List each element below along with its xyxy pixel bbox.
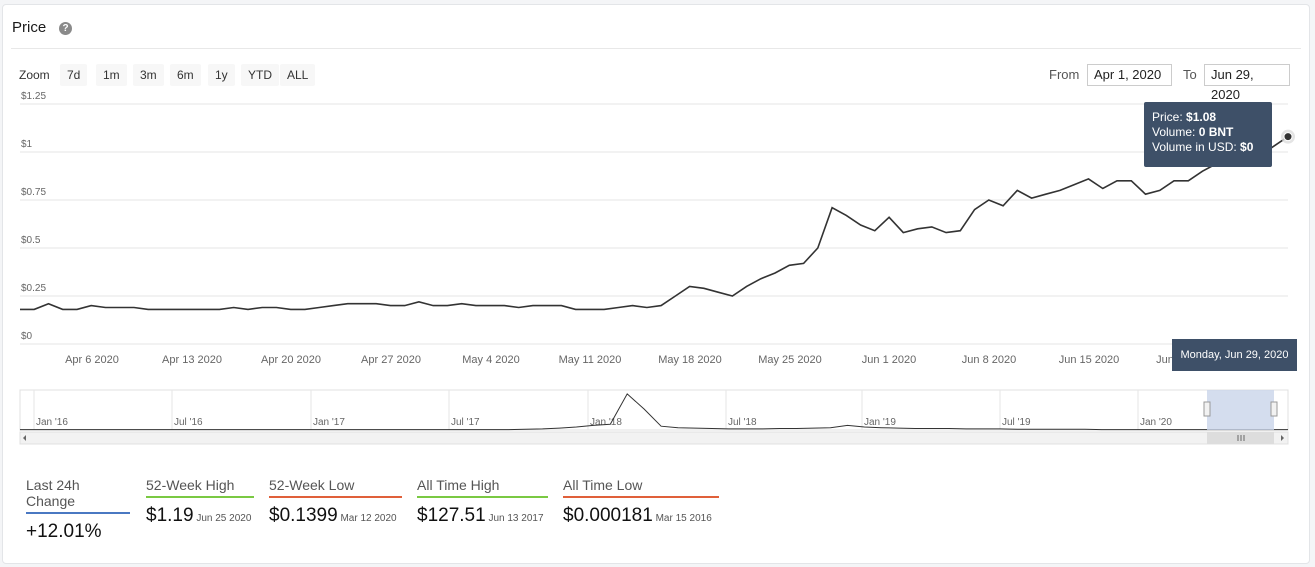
x-tick-label: May 18 2020 <box>658 354 722 366</box>
tooltip-usd: $0 <box>1240 140 1254 154</box>
stat-value: $0.000181 Mar 15 2016 <box>563 505 712 526</box>
stat-date: Jun 25 2020 <box>193 513 252 524</box>
from-label: From <box>1049 67 1080 82</box>
x-tick-label: Jun 1 2020 <box>862 354 916 366</box>
crosshair-date-label: Monday, Jun 29, 2020 <box>1172 339 1297 371</box>
from-date-input[interactable]: Apr 1, 2020 <box>1087 64 1172 86</box>
zoom-label: Zoom <box>19 68 50 82</box>
help-icon[interactable]: ? <box>59 22 72 35</box>
stat-value: $0.1399 Mar 12 2020 <box>269 505 397 526</box>
zoom-button-6m[interactable]: 6m <box>170 64 201 86</box>
stat-label: 52-Week High <box>146 477 254 498</box>
zoom-button-ytd[interactable]: YTD <box>241 64 279 86</box>
x-tick-label: Jun 8 2020 <box>962 354 1016 366</box>
navigator-tick-label: Jan '19 <box>864 417 896 428</box>
tooltip-price: $1.08 <box>1186 110 1217 124</box>
y-tick-label: $0.25 <box>21 283 46 294</box>
tooltip-price-label: Price: <box>1152 110 1183 124</box>
x-tick-label: Apr 20 2020 <box>261 354 321 366</box>
x-tick-label: May 4 2020 <box>462 354 519 366</box>
navigator-line <box>390 393 1288 431</box>
zoom-button-1y[interactable]: 1y <box>208 64 235 86</box>
x-tick-label: Apr 6 2020 <box>65 354 119 366</box>
navigator-tick-label: Jul '17 <box>451 417 480 428</box>
stat-52-week-low: 52-Week Low $0.1399 Mar 12 2020 <box>269 477 402 527</box>
x-tick-label: Apr 27 2020 <box>361 354 421 366</box>
y-tick-label: $1.25 <box>21 91 46 102</box>
tooltip-volume: 0 BNT <box>1198 125 1234 139</box>
page-title: Price <box>12 19 47 36</box>
navigator-handle-right <box>1270 401 1278 417</box>
zoom-button-7d[interactable]: 7d <box>60 64 88 86</box>
stat-label: 52-Week Low <box>269 477 402 498</box>
navigator-tick-label: Jan '18 <box>590 417 622 428</box>
navigator-tick-label: Jan '16 <box>36 417 68 428</box>
scroll-left-arrow-icon <box>23 435 26 441</box>
price-line <box>20 135 1289 311</box>
tooltip-volume-label: Volume: <box>1152 125 1196 139</box>
navigator-tick-label: Jul '19 <box>1002 417 1031 428</box>
to-label: To <box>1183 67 1197 82</box>
navigator-tick-label: Jul '18 <box>728 417 757 428</box>
stat-date: Mar 15 2016 <box>652 513 712 524</box>
scrollbar-track <box>19 431 1289 445</box>
stat-value: $127.51 Jun 13 2017 <box>417 505 544 526</box>
zoom-button-3m[interactable]: 3m <box>133 64 164 86</box>
y-tick-label: $0 <box>21 331 33 342</box>
zoom-button-1m[interactable]: 1m <box>96 64 127 86</box>
navigator-tick-label: Jan '17 <box>313 417 345 428</box>
navigator-frame <box>19 389 1289 431</box>
navigator-tick-label: Jul '16 <box>174 417 203 428</box>
stat-label: Last 24h Change <box>26 477 130 514</box>
divider <box>11 48 1301 49</box>
stat-all-time-low: All Time Low $0.000181 Mar 15 2016 <box>563 477 719 527</box>
navigator-selection <box>1207 390 1274 430</box>
stat-date: Jun 13 2017 <box>485 513 544 524</box>
stat-date: Mar 12 2020 <box>337 513 397 524</box>
y-tick-label: $0.75 <box>21 187 46 198</box>
x-tick-label: Jun 15 2020 <box>1059 354 1120 366</box>
y-tick-label: $1 <box>21 139 33 150</box>
to-date-input[interactable]: Jun 29, 2020 <box>1204 64 1290 102</box>
x-tick-label: May 25 2020 <box>758 354 822 366</box>
navigator-tick-label: Jan '20 <box>1140 417 1172 428</box>
price-card: Price ? <box>2 4 1310 564</box>
zoom-button-all[interactable]: ALL <box>280 64 316 86</box>
tooltip-usd-label: Volume in USD: <box>1152 140 1237 154</box>
x-tick-label: Apr 13 2020 <box>162 354 222 366</box>
scroll-right-arrow-icon <box>1281 435 1284 441</box>
x-tick-label: Jun <box>1156 354 1174 366</box>
stat-last-24h-change: Last 24h Change +12.01% <box>26 477 130 543</box>
stat-label: All Time High <box>417 477 548 498</box>
chart-tooltip: Price: $1.08 Volume: 0 BNT Volume in USD… <box>1144 102 1272 167</box>
x-tick-label: May 11 2020 <box>559 354 622 366</box>
stat-label: All Time Low <box>563 477 719 498</box>
navigator-handle-left <box>1203 401 1211 417</box>
y-tick-label: $0.5 <box>21 235 41 246</box>
stat-value: +12.01% <box>26 521 102 542</box>
stat-all-time-high: All Time High $127.51 Jun 13 2017 <box>417 477 548 527</box>
stat-value: $1.19 Jun 25 2020 <box>146 505 252 526</box>
stat-52-week-high: 52-Week High $1.19 Jun 25 2020 <box>146 477 254 527</box>
hover-marker <box>1283 132 1293 142</box>
